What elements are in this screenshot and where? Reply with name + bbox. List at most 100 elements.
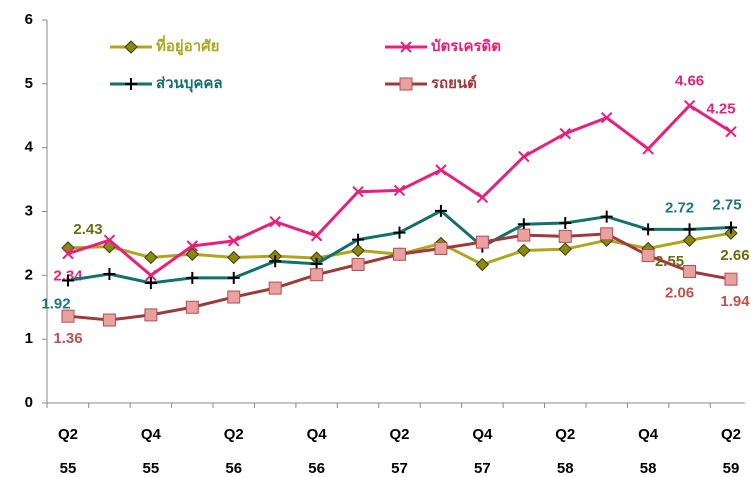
marker (600, 111, 613, 124)
x-tick-label: 56 (225, 460, 242, 477)
marker (103, 234, 116, 246)
marker (185, 300, 199, 314)
x-tick-label: Q4 (472, 426, 493, 443)
legend-marker (399, 77, 413, 91)
y-tick-label: 4 (25, 139, 34, 156)
marker (559, 127, 571, 140)
x-tick-label: Q2 (224, 426, 244, 443)
x-tick-label: Q4 (141, 426, 162, 443)
marker (62, 247, 74, 260)
marker (144, 308, 158, 322)
marker (352, 186, 364, 198)
marker (145, 269, 157, 282)
marker (435, 164, 447, 176)
marker (600, 210, 613, 223)
data-label: 2.06 (665, 284, 694, 301)
marker (102, 313, 116, 327)
marker (558, 242, 572, 256)
marker (518, 150, 530, 163)
data-label: 1.36 (53, 330, 82, 347)
marker (517, 218, 530, 231)
marker (186, 240, 199, 252)
legend-label: ที่อยู่อาศัย (156, 35, 219, 56)
marker (434, 204, 447, 217)
y-tick-label: 5 (25, 75, 33, 92)
marker (185, 247, 200, 261)
marker (393, 226, 406, 239)
marker (683, 223, 696, 236)
marker (393, 247, 406, 261)
data-label: 2.66 (720, 247, 749, 264)
y-tick-label: 6 (25, 11, 33, 28)
marker (351, 243, 365, 258)
marker (144, 250, 158, 265)
y-tick-label: 3 (25, 202, 33, 219)
x-tick-label: Q4 (307, 426, 328, 443)
legend-label: บัตรเครดิต (431, 37, 501, 55)
x-tick-label: Q2 (58, 426, 78, 443)
legend-marker (124, 40, 138, 54)
y-tick-label: 2 (25, 266, 33, 283)
x-tick-label: 56 (308, 460, 325, 477)
marker (310, 257, 323, 270)
marker (103, 268, 116, 281)
marker (186, 271, 199, 284)
marker (393, 184, 406, 197)
marker (352, 233, 365, 246)
marker (683, 265, 697, 279)
marker (683, 99, 696, 112)
marker (476, 191, 489, 204)
marker (227, 271, 240, 284)
marker (310, 268, 324, 282)
y-tick-label: 0 (25, 394, 33, 411)
x-tick-label: 57 (474, 460, 491, 477)
legend-label: ส่วนบุคคล (156, 75, 223, 93)
x-tick-label: 59 (723, 460, 740, 477)
marker (310, 230, 323, 242)
marker (227, 250, 241, 265)
marker (641, 249, 655, 263)
marker (517, 243, 531, 258)
x-tick-label: Q4 (638, 426, 659, 443)
data-label: 2.43 (73, 221, 102, 238)
x-tick-label: 58 (557, 460, 574, 477)
data-label: 1.94 (720, 293, 750, 310)
series-line (67, 232, 732, 322)
marker (642, 143, 654, 155)
marker (351, 257, 365, 271)
marker (558, 229, 572, 243)
x-tick-label: 55 (143, 460, 160, 477)
data-label: 2.72 (665, 199, 694, 216)
marker (62, 274, 74, 287)
x-tick-label: 57 (391, 460, 408, 477)
marker (434, 242, 448, 256)
marker (682, 233, 697, 247)
marker (228, 235, 240, 247)
legend-label: รถยนต์ (431, 74, 477, 92)
legend-marker (400, 41, 412, 53)
marker (600, 227, 614, 241)
data-label: 4.25 (706, 101, 735, 118)
x-tick-label: Q2 (721, 426, 741, 443)
marker (227, 290, 241, 304)
y-tick-label: 1 (25, 330, 33, 347)
marker (517, 228, 531, 242)
x-tick-label: Q2 (389, 426, 409, 443)
marker (475, 257, 490, 272)
marker (475, 235, 489, 249)
data-label: 4.66 (675, 73, 704, 90)
x-tick-label: Q2 (555, 426, 575, 443)
x-tick-label: 55 (60, 460, 77, 477)
marker (61, 309, 75, 323)
marker (268, 281, 282, 295)
marker (144, 276, 157, 289)
marker (642, 223, 655, 236)
marker (269, 216, 281, 228)
x-tick-label: 58 (640, 460, 657, 477)
marker (269, 255, 282, 268)
marker (724, 272, 738, 286)
legend-marker (125, 78, 137, 90)
marker (559, 216, 572, 229)
data-label: 2.75 (712, 196, 741, 213)
